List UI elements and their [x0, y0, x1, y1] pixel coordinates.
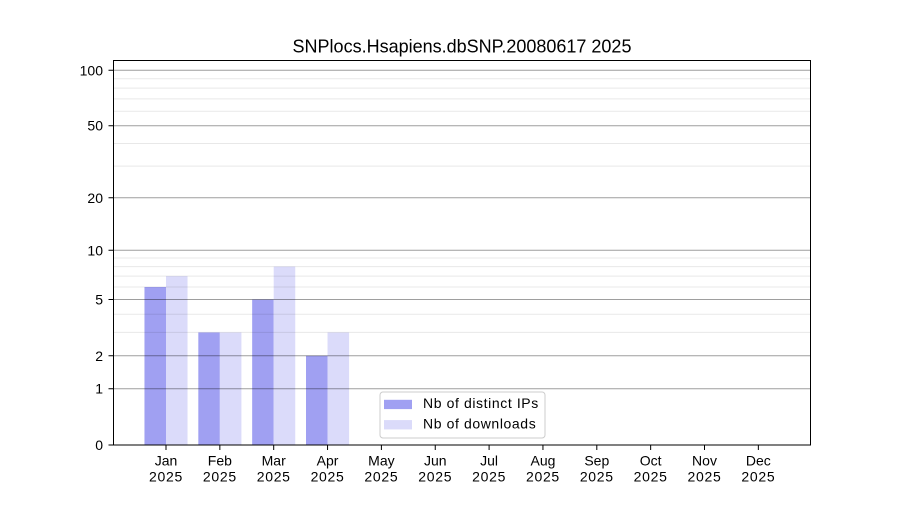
svg-text:2025: 2025: [311, 469, 345, 485]
svg-text:2025: 2025: [472, 469, 506, 485]
svg-text:2025: 2025: [741, 469, 775, 485]
svg-text:5: 5: [95, 292, 103, 308]
svg-text:SNPlocs.Hsapiens.dbSNP.2008061: SNPlocs.Hsapiens.dbSNP.20080617 2025: [293, 37, 632, 57]
svg-text:Jun: Jun: [424, 453, 447, 469]
svg-text:Jul: Jul: [480, 453, 498, 469]
svg-text:Aug: Aug: [530, 453, 555, 469]
svg-text:20: 20: [87, 190, 103, 206]
svg-text:2025: 2025: [203, 469, 237, 485]
svg-text:2025: 2025: [257, 469, 291, 485]
svg-text:2025: 2025: [580, 469, 614, 485]
svg-text:100: 100: [80, 62, 104, 78]
svg-text:Nb of distinct IPs: Nb of distinct IPs: [423, 395, 539, 411]
svg-text:Oct: Oct: [640, 453, 662, 469]
svg-text:Apr: Apr: [317, 453, 339, 469]
svg-text:2: 2: [95, 348, 103, 364]
svg-text:2025: 2025: [634, 469, 668, 485]
svg-text:Nov: Nov: [692, 453, 717, 469]
svg-text:Mar: Mar: [262, 453, 286, 469]
svg-text:2025: 2025: [364, 469, 398, 485]
svg-text:0: 0: [95, 437, 103, 453]
svg-text:1: 1: [95, 381, 103, 397]
svg-text:50: 50: [87, 118, 103, 134]
svg-text:Feb: Feb: [208, 453, 232, 469]
svg-text:2025: 2025: [149, 469, 183, 485]
svg-text:10: 10: [87, 242, 103, 258]
svg-text:Dec: Dec: [746, 453, 771, 469]
svg-text:Jan: Jan: [155, 453, 178, 469]
svg-text:2025: 2025: [688, 469, 722, 485]
svg-text:Sep: Sep: [584, 453, 609, 469]
svg-text:2025: 2025: [418, 469, 452, 485]
svg-text:2025: 2025: [526, 469, 560, 485]
svg-text:May: May: [368, 453, 394, 469]
svg-text:Nb of downloads: Nb of downloads: [423, 415, 536, 431]
